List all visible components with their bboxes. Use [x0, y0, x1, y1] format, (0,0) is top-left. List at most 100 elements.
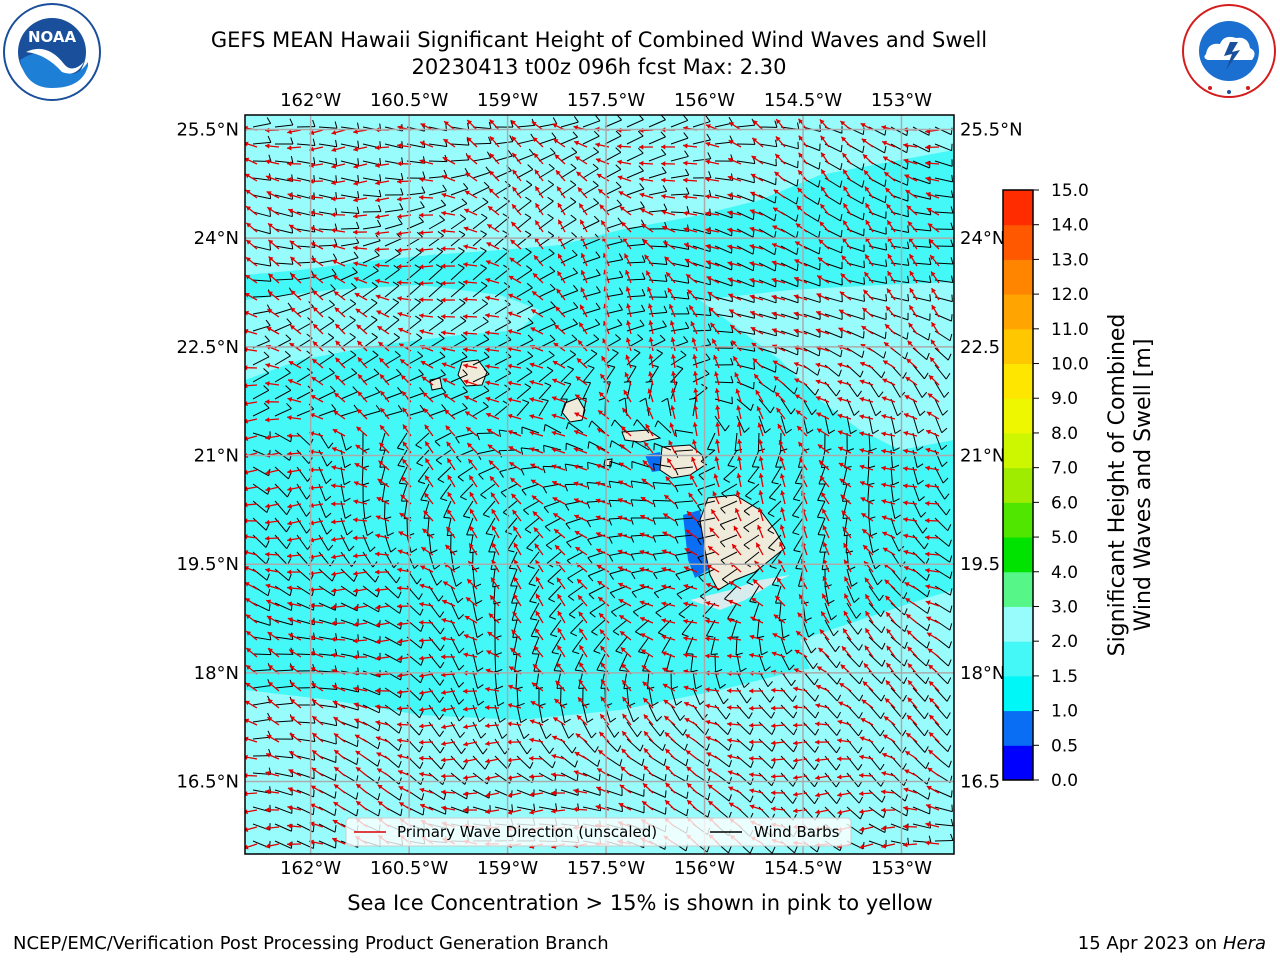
wind-barb [675, 466, 694, 470]
wind-barb [362, 240, 381, 247]
wind-barb [318, 517, 328, 535]
wind-barb-flag [430, 549, 438, 554]
wind-barb-flag [707, 810, 711, 818]
wave-arrow-head [815, 703, 821, 709]
wind-barb [516, 251, 532, 264]
wind-barb-flag [472, 567, 480, 571]
wind-barb [274, 806, 292, 814]
wind-barb-flag [550, 634, 558, 638]
wind-barb-flag [375, 404, 381, 412]
wind-barb-flag [926, 641, 930, 649]
wind-barb [626, 170, 644, 179]
wave-arrow-head [705, 159, 711, 165]
wind-barb-flag [510, 120, 514, 128]
wind-barb-flag [378, 204, 382, 212]
wind-barb-flag [814, 728, 820, 736]
wave-arrow-head [353, 686, 359, 692]
wind-barb [296, 143, 315, 147]
wind-barb-flag [630, 535, 635, 543]
wind-barb-flag [480, 732, 487, 739]
wave-arrow-head [419, 637, 424, 644]
wave-arrow-head [397, 247, 402, 253]
wind-barb-flag [457, 264, 465, 269]
wave-arrow-head [793, 311, 799, 317]
wind-barb [868, 330, 886, 340]
wave-arrow-head [331, 604, 336, 610]
wave-arrow-head [331, 447, 337, 452]
wind-barb-flag [393, 264, 400, 270]
wave-arrow-head [692, 439, 697, 445]
wind-barb-flag [907, 293, 910, 302]
wind-barb-flag [707, 323, 712, 331]
wind-barb-flag [685, 168, 690, 176]
wave-arrow-head [844, 576, 849, 582]
wind-barb-flag [586, 482, 590, 490]
wind-barb-flag [482, 401, 489, 408]
wind-barb-flag [527, 164, 534, 170]
wind-barb [934, 585, 951, 596]
wind-barb [626, 721, 638, 738]
wave-arrow-head [463, 244, 469, 250]
wave-arrow-head [265, 143, 270, 149]
wind-barb-flag [770, 406, 775, 414]
wind-barb [384, 223, 403, 230]
wave-arrow-head [287, 415, 292, 421]
wind-barb-flag [641, 288, 646, 296]
wave-arrow-head [882, 140, 888, 146]
wind-barb [588, 441, 606, 451]
wind-barb-flag [817, 197, 821, 205]
wave-arrow-head [288, 208, 294, 214]
wind-barb-flag [761, 651, 768, 656]
wave-arrow-head [552, 378, 558, 384]
wind-barb-flag [827, 599, 835, 605]
wind-barb [417, 466, 430, 482]
wind-barb-flag [686, 292, 690, 300]
wave-arrow-head [485, 277, 491, 283]
wave-arrow-head [925, 447, 931, 453]
wave-arrow-head [798, 135, 804, 141]
wind-barb-flag [555, 803, 558, 811]
wave-arrow-head [419, 194, 424, 201]
wave-arrow-head [779, 524, 785, 530]
wave-arrow-head [668, 304, 674, 310]
wind-barb-flag [458, 681, 465, 688]
wind-barb [802, 262, 820, 271]
wind-barb [560, 201, 577, 213]
wind-barb-flag [796, 247, 799, 255]
wind-barb [252, 356, 270, 366]
wind-barb-flag [459, 298, 466, 304]
wind-barb [472, 619, 478, 638]
wind-barb-flag [572, 318, 578, 325]
wind-barb-flag [630, 554, 635, 561]
wave-arrow-head [534, 237, 540, 243]
wind-barb-flag [414, 298, 421, 303]
wind-barb [428, 534, 432, 553]
wave-arrow-head [353, 261, 359, 267]
wave-arrow-head [642, 681, 648, 687]
wind-barb-flag [839, 197, 843, 205]
wind-barb [450, 250, 465, 264]
wind-barb [675, 551, 694, 556]
wind-barb-flag [593, 130, 600, 137]
wave-arrow-head [598, 410, 603, 416]
wind-barb [450, 568, 457, 587]
wind-barb [714, 398, 733, 405]
wind-barb-flag [747, 480, 755, 484]
wind-barb-flag [861, 180, 865, 188]
wind-barb [775, 449, 782, 468]
wind-barb-flag [379, 158, 382, 166]
wave-arrow-head [864, 271, 870, 277]
wave-arrow-head [640, 208, 646, 214]
wave-arrow-head [312, 274, 318, 279]
wave-arrow-head [705, 244, 711, 250]
wave-arrow-head [265, 417, 270, 423]
wind-barb [274, 293, 293, 298]
wind-barb [802, 636, 812, 654]
wave-arrow-head [647, 303, 653, 309]
wind-barb [867, 449, 870, 469]
wind-barb-flag [752, 230, 755, 238]
wind-barb [516, 371, 533, 383]
wind-barb [868, 432, 871, 451]
wind-barb [274, 308, 293, 315]
wind-barb [450, 391, 468, 400]
